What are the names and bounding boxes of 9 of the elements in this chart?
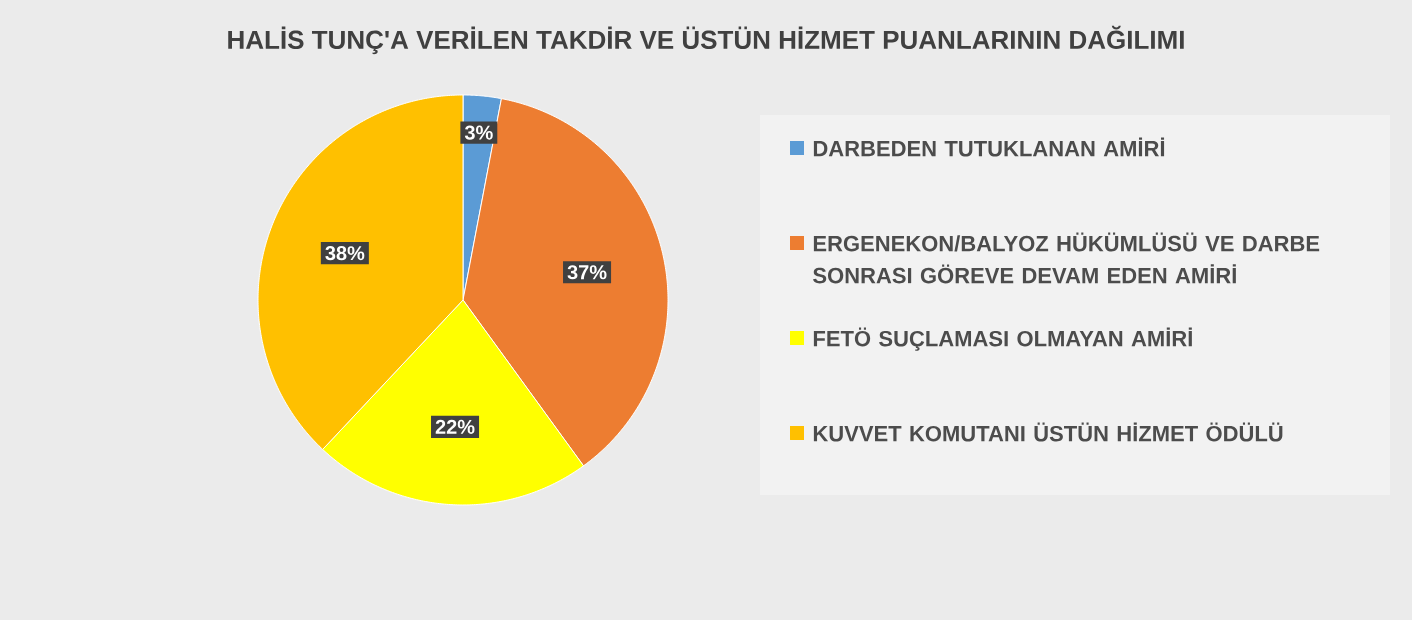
data-label: 38% <box>325 246 365 261</box>
legend-label: DARBEDEN TUTUKLANAN AMİRİ <box>813 137 1165 157</box>
legend-label: KUVVET KOMUTANI ÜSTÜN HİZMET ÖDÜLÜ <box>813 422 1283 442</box>
data-label: 3% <box>464 125 493 140</box>
legend-label: ERGENEKON/BALYOZ HÜKÜMLÜSÜ VE DARBE SONRASI GÖREVE DEVAM EDEN AMİRİ <box>813 232 1320 284</box>
data-label: 37% <box>567 265 607 280</box>
legend-label: FETÖ SUÇLAMASI OLMAYAN AMİRİ <box>813 327 1192 351</box>
data-label: 22% <box>435 419 475 434</box>
chart-title: HALİS TUNÇ'A VERİLEN TAKDİR VE ÜSTÜN HİZMET PUANLARININ DAĞILIMI <box>228 25 1184 55</box>
